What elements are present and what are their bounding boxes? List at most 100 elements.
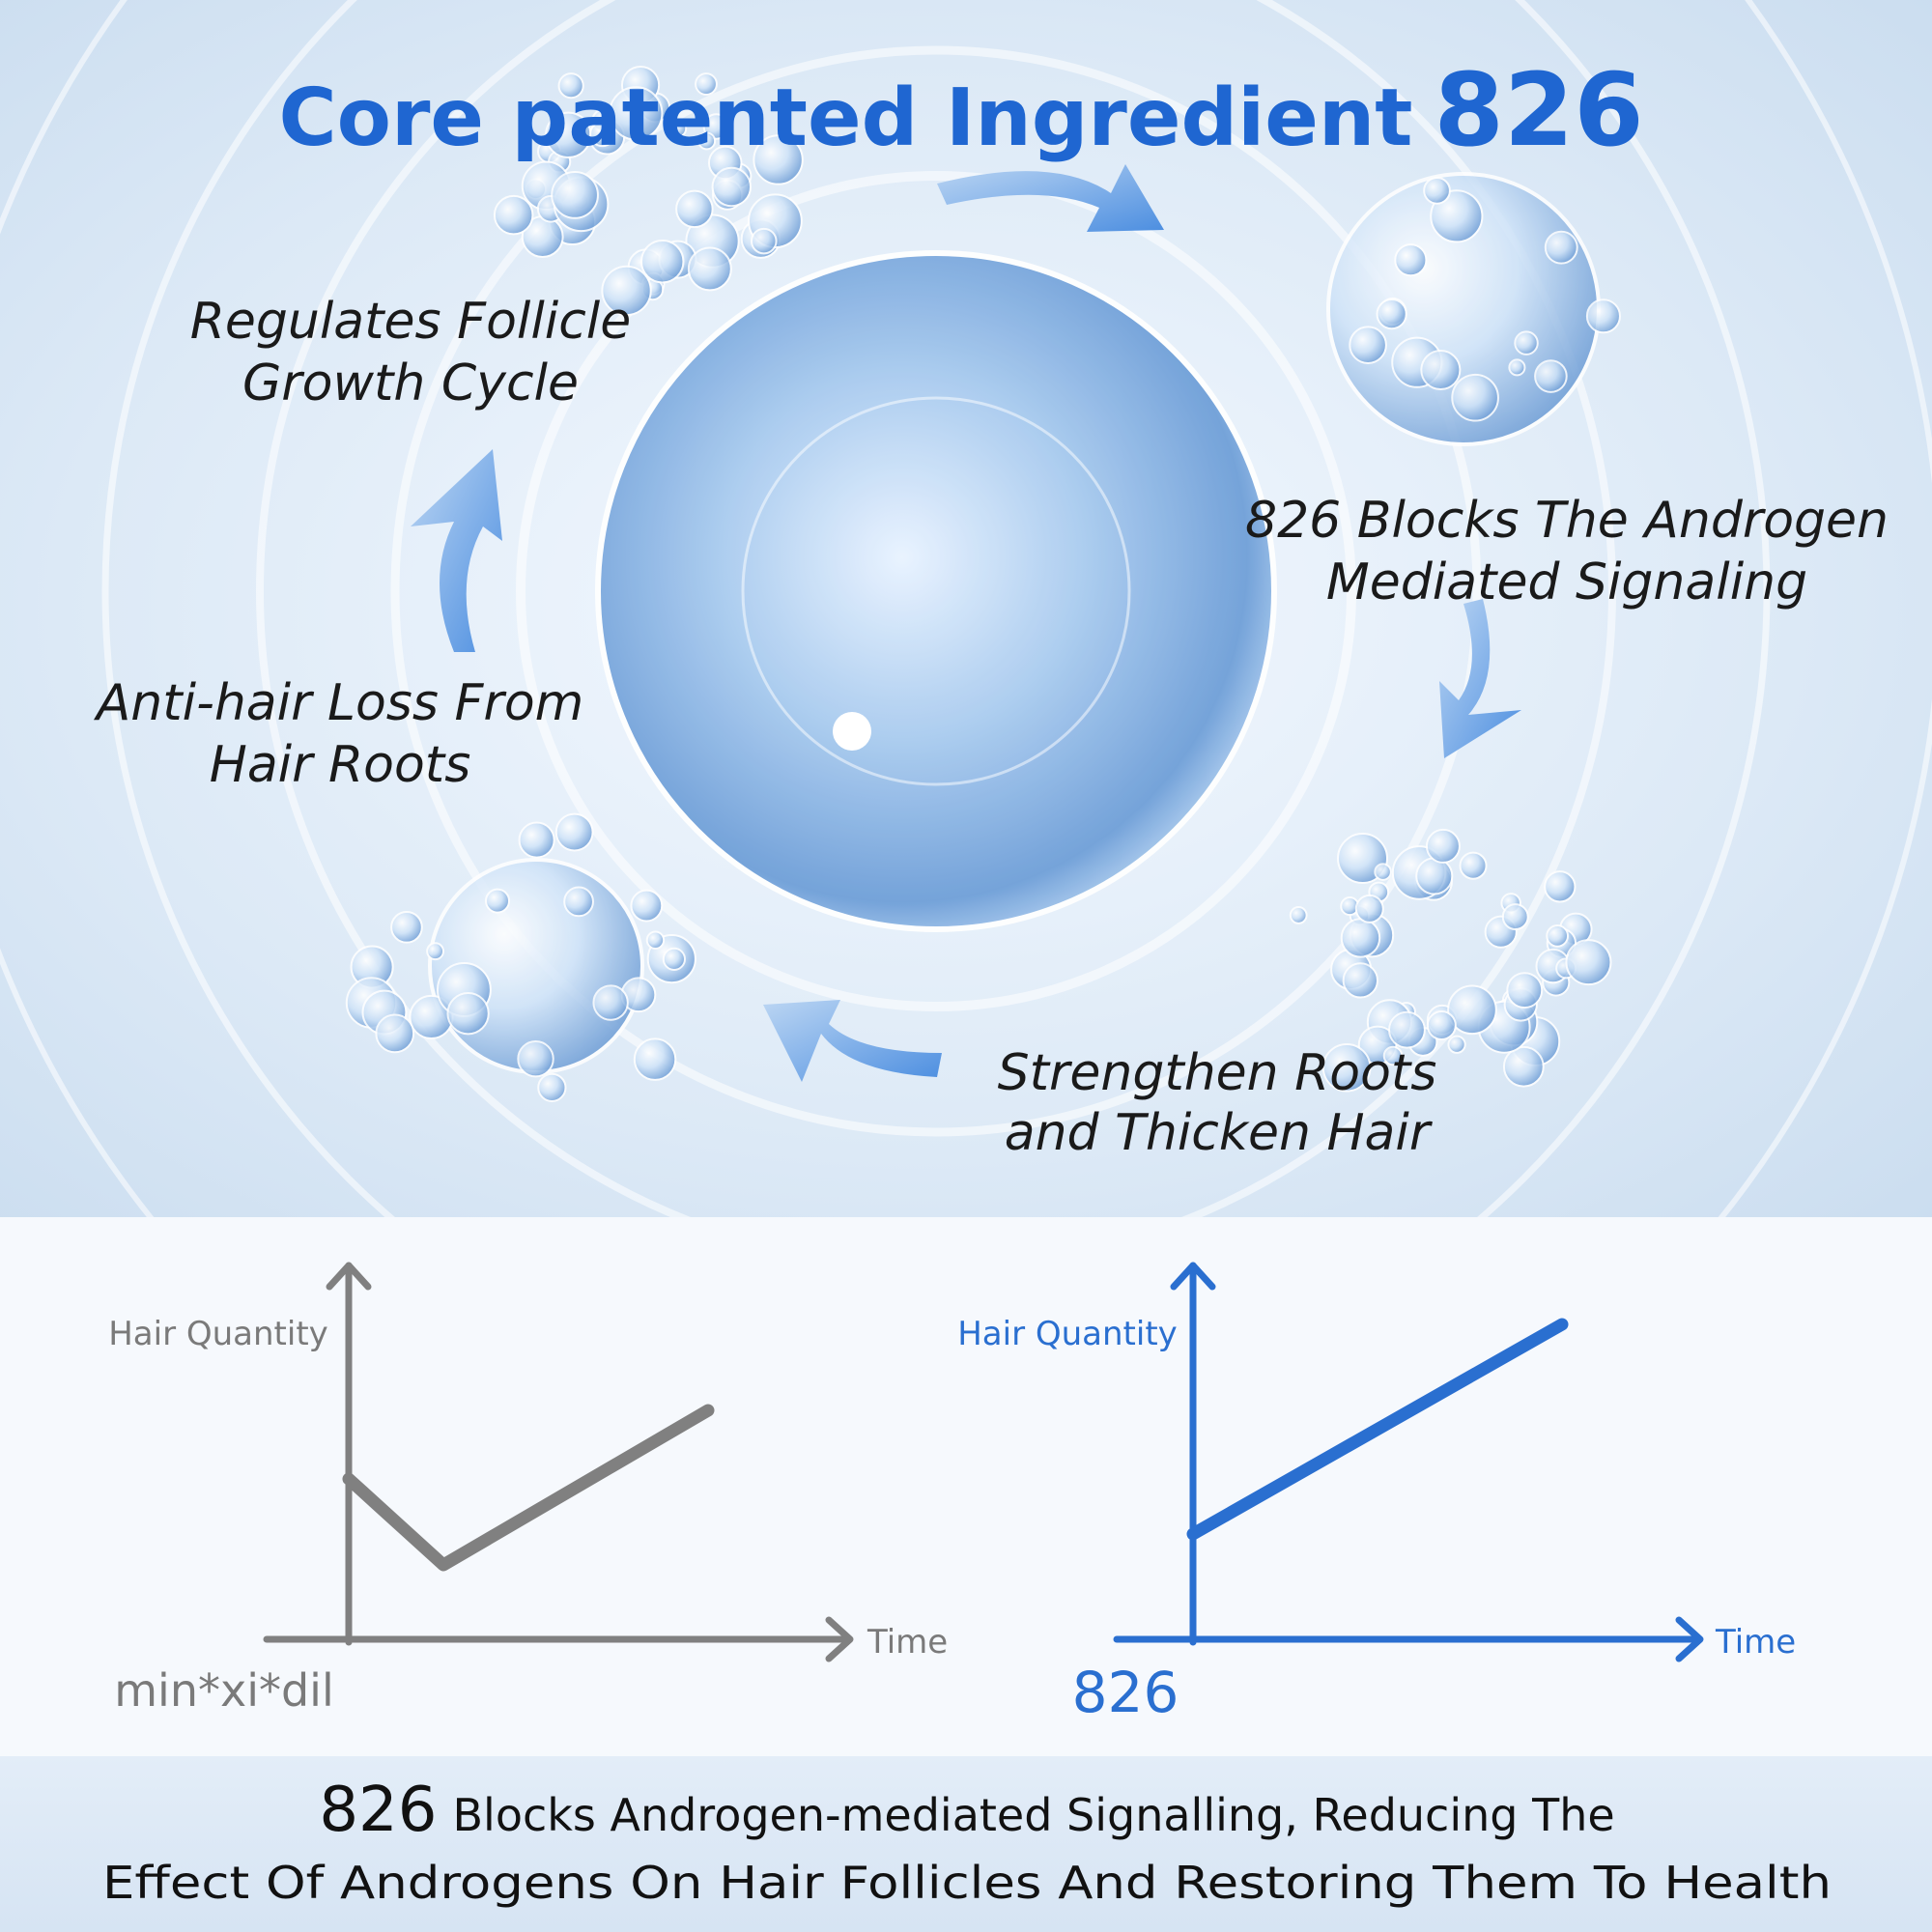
y-axis-arrow bbox=[1170, 1262, 1216, 1291]
bubble bbox=[493, 194, 534, 236]
bubble bbox=[517, 1039, 554, 1078]
footer-line: 826 Blocks Androgen-mediated Signalling, … bbox=[319, 1775, 1614, 1846]
ring bbox=[390, 45, 1482, 1137]
bubble bbox=[589, 121, 616, 148]
bubble bbox=[1502, 1045, 1545, 1088]
bubble bbox=[1565, 939, 1612, 986]
bubble bbox=[1430, 189, 1484, 243]
bubble bbox=[1415, 857, 1454, 895]
step-label: Growth Cycle bbox=[242, 355, 579, 412]
x-axis-arrow bbox=[1675, 1616, 1704, 1662]
bubble bbox=[630, 889, 664, 923]
bubble bbox=[518, 821, 555, 859]
product-name: 826 bbox=[1072, 1660, 1179, 1725]
bubble bbox=[1534, 359, 1568, 393]
cycle-arrow bbox=[411, 449, 502, 652]
bubble bbox=[711, 166, 753, 208]
bubble bbox=[1514, 330, 1539, 355]
bubble bbox=[601, 265, 652, 317]
bubble bbox=[563, 886, 594, 918]
step-label: and Thicken Hair bbox=[1005, 1104, 1434, 1162]
step-label: Anti-hair Loss From bbox=[94, 674, 584, 732]
bubble bbox=[1374, 863, 1392, 881]
x-axis-arrow bbox=[825, 1616, 854, 1662]
bubble bbox=[1289, 906, 1308, 924]
bubble bbox=[675, 189, 714, 229]
bubble bbox=[1447, 1035, 1466, 1054]
bubble bbox=[662, 947, 686, 971]
bubble bbox=[753, 134, 804, 185]
bubble bbox=[645, 930, 666, 950]
bubble bbox=[1585, 298, 1621, 334]
bubble bbox=[1425, 828, 1461, 864]
bubble bbox=[551, 171, 599, 219]
bubble bbox=[640, 240, 685, 284]
x-axis-label: Time bbox=[867, 1623, 948, 1662]
cycle-arrow bbox=[1439, 599, 1521, 758]
bubble bbox=[1508, 358, 1526, 377]
y-axis-arrow bbox=[326, 1262, 372, 1291]
bubble bbox=[609, 86, 664, 141]
title-text: Core patented Ingredient bbox=[278, 72, 1412, 164]
product-name: min*xi*dil bbox=[114, 1664, 334, 1717]
step-label: Strengthen Roots bbox=[998, 1044, 1437, 1102]
comparison-left bbox=[263, 1262, 854, 1662]
x-axis-label: Time bbox=[1715, 1623, 1796, 1662]
comparison-background bbox=[0, 1217, 1932, 1756]
step-label: Mediated Signaling bbox=[1326, 554, 1807, 611]
title: Core patented Ingredient 826 bbox=[278, 51, 1643, 169]
bubble bbox=[390, 911, 423, 944]
bubble bbox=[1544, 230, 1578, 265]
bubble bbox=[446, 992, 490, 1036]
bubble bbox=[633, 1037, 677, 1081]
bubble bbox=[695, 72, 718, 96]
bubble bbox=[557, 72, 584, 99]
bubble bbox=[1451, 373, 1499, 422]
y-axis-label: Hair Quantity bbox=[108, 1315, 328, 1353]
bubble bbox=[1388, 1010, 1426, 1049]
ring bbox=[516, 171, 1356, 1011]
bubble bbox=[687, 246, 732, 292]
bubble bbox=[426, 942, 445, 961]
bubble bbox=[751, 227, 778, 255]
sphere-highlight bbox=[833, 712, 871, 751]
bubble bbox=[375, 1013, 415, 1054]
footer-highlight: 826 bbox=[319, 1775, 437, 1846]
bubble bbox=[1459, 851, 1488, 880]
footer-background bbox=[0, 1756, 1932, 1932]
bubble bbox=[697, 131, 717, 151]
bubble bbox=[1354, 894, 1384, 923]
bubble bbox=[1447, 984, 1497, 1036]
cycle-arrow bbox=[937, 164, 1164, 232]
bubble bbox=[1342, 962, 1378, 999]
bubble bbox=[1340, 918, 1381, 958]
sphere-inner-ring bbox=[741, 396, 1131, 786]
footer-line: Effect Of Androgens On Hair Follicles An… bbox=[102, 1857, 1832, 1909]
y-axis-label: Hair Quantity bbox=[957, 1315, 1178, 1353]
bubble bbox=[537, 1072, 567, 1102]
trend-line bbox=[342, 1404, 715, 1572]
bubble-clusters bbox=[345, 65, 1621, 1102]
footer-text: Blocks Androgen-mediated Signalling, Red… bbox=[452, 1789, 1614, 1841]
bubble bbox=[1544, 870, 1577, 903]
central-sphere bbox=[595, 250, 1277, 932]
title-highlight: 826 bbox=[1434, 51, 1643, 169]
bubble bbox=[1321, 1042, 1372, 1093]
bubble bbox=[1349, 326, 1387, 364]
bubble bbox=[554, 812, 594, 852]
bubble bbox=[1423, 176, 1451, 205]
bubble bbox=[1420, 350, 1462, 391]
step-label: Regulates Follicle bbox=[190, 293, 632, 351]
bubble bbox=[1501, 903, 1529, 931]
bubble bbox=[1376, 298, 1407, 330]
step-label: Hair Roots bbox=[210, 736, 471, 794]
bubble bbox=[668, 119, 688, 138]
step-label: 826 Blocks The Androgen bbox=[1245, 492, 1889, 550]
comparison-right bbox=[1113, 1262, 1704, 1662]
bubble bbox=[485, 888, 511, 914]
bubble bbox=[592, 984, 629, 1021]
bubble bbox=[1426, 1009, 1457, 1041]
bubble bbox=[1394, 243, 1428, 277]
